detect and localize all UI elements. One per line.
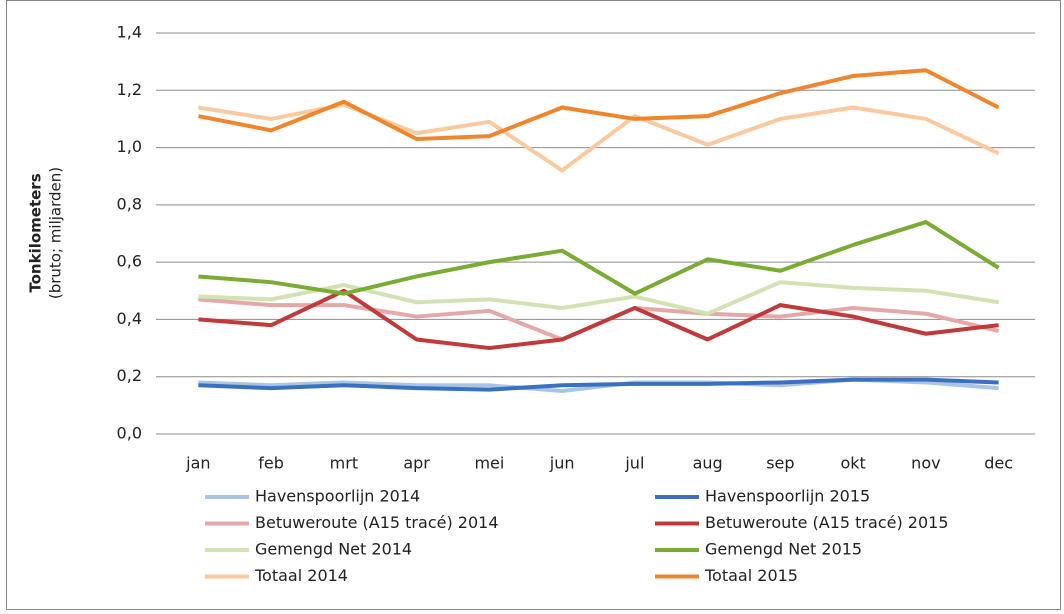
y-tick-label: 1,0: [117, 137, 142, 156]
y-axis-title-group: Tonkilometers (bruto; miljarden): [27, 167, 65, 299]
legend-label: Totaal 2014: [254, 566, 348, 585]
line-series: [198, 220, 1000, 296]
y-tick-label: 0,2: [117, 366, 142, 385]
x-tick-label: mei: [474, 454, 504, 473]
legend-label: Havenspoorlijn 2015: [705, 487, 870, 506]
legend-label: Betuweroute (A15 tracé) 2015: [705, 513, 949, 532]
y-axis-subtitle: (bruto; miljarden): [47, 167, 65, 299]
line-series: [198, 288, 999, 351]
y-tick-label: 1,2: [117, 80, 142, 99]
x-tick-label: jan: [185, 454, 210, 473]
legend-label: Gemengd Net 2015: [705, 540, 862, 559]
x-tick-label: mrt: [330, 454, 358, 473]
chart-border: [6, 0, 1061, 610]
line-series: [198, 280, 999, 316]
y-tick-label: 1,4: [117, 23, 142, 42]
x-tick-label: apr: [403, 454, 430, 473]
legend-label: Havenspoorlijn 2014: [255, 487, 420, 506]
legend-label: Gemengd Net 2014: [255, 540, 412, 559]
y-tick-label: 0,6: [117, 252, 142, 271]
legend-label: Totaal 2015: [704, 566, 798, 585]
x-tick-label: jul: [624, 454, 644, 473]
x-tick-label: dec: [984, 454, 1013, 473]
x-tick-label: okt: [840, 454, 865, 473]
x-tick-label: aug: [693, 454, 723, 473]
x-tick-label: feb: [258, 454, 284, 473]
line-series: [198, 377, 999, 392]
y-tick-label: 0,8: [117, 194, 142, 213]
y-tick-label: 0,4: [117, 309, 142, 328]
line-series: [197, 68, 1000, 141]
legend-label: Betuweroute (A15 tracé) 2014: [255, 513, 499, 532]
y-axis-title: Tonkilometers: [27, 173, 45, 292]
y-tick-label: 0,0: [117, 424, 142, 443]
x-tick-label: jun: [549, 454, 575, 473]
x-tick-label: sep: [766, 454, 794, 473]
x-tick-label: nov: [911, 454, 940, 473]
